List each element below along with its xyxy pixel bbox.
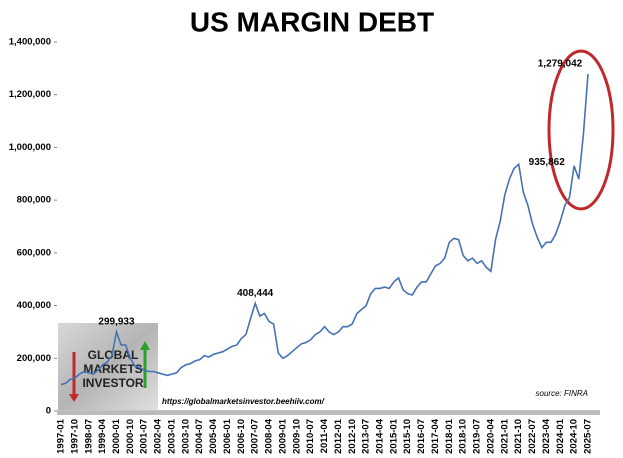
x-tick-label: 2005-04 [208, 418, 219, 454]
x-tick-label: 1998-07 [83, 419, 94, 454]
data-line [60, 73, 589, 386]
x-tick-label: 2006-01 [222, 418, 233, 454]
y-tick-label: 1,400,000 [9, 37, 51, 48]
x-tick-label: 2012-10 [347, 419, 358, 454]
x-tick-label: 2025-07 [583, 419, 594, 454]
x-tick-label: 2019-07 [472, 419, 483, 454]
x-tick-label: 1997-01 [56, 418, 67, 454]
x-tick-label: 2024-10 [569, 419, 580, 454]
x-tick-label: 2011-04 [319, 418, 330, 453]
x-tick-label: 1999-04 [97, 418, 108, 454]
x-tick-label: 2021-10 [513, 419, 524, 454]
logo-text: MARKETS [83, 362, 142, 376]
x-tick-label: 2013-07 [361, 419, 372, 454]
y-tick-label: 0 [46, 406, 51, 417]
x-tick-label: 2018-10 [458, 419, 469, 454]
x-tick-label: 2012-01 [333, 418, 344, 454]
chart-title: US MARGIN DEBT [190, 6, 434, 37]
data-label: 1,279,042 [538, 59, 583, 70]
x-tick-label: 2008-04 [264, 418, 275, 454]
data-label: 408,444 [237, 288, 274, 299]
x-tick-label: 2004-07 [194, 419, 205, 454]
y-tick-label: 200,000 [17, 353, 51, 364]
logo-arrow-head [69, 394, 79, 402]
x-tick-label: 2002-04 [153, 418, 164, 454]
source: source: FINRA [536, 389, 588, 398]
y-tick-label: 1,200,000 [9, 89, 51, 100]
y-tick-label: 800,000 [17, 195, 51, 206]
x-tick-label: 2000-10 [125, 419, 136, 454]
x-tick-label: 2014-04 [374, 418, 385, 454]
x-tick-label: 2000-01 [111, 418, 122, 454]
x-axis-band [57, 411, 600, 415]
y-tick-label: 400,000 [17, 300, 51, 311]
x-tick-label: 2022-07 [527, 419, 538, 454]
x-tick-label: 2016-07 [416, 419, 427, 454]
x-tick-label: 2007-07 [250, 419, 261, 454]
data-label: 299,933 [98, 317, 135, 328]
x-tick-label: 2010-07 [305, 419, 316, 454]
x-tick-label: 2021-01 [499, 418, 510, 454]
x-tick-label: 2018-01 [444, 418, 455, 454]
x-tick-label: 2003-01 [166, 418, 177, 454]
url: https://globalmarketsinvestor.beehiiv.co… [162, 397, 325, 406]
logo-text: INVESTOR [82, 376, 143, 390]
x-tick-label: 2024-01 [555, 418, 566, 454]
x-tick-label: 2003-10 [180, 419, 191, 454]
data-label: 935,862 [529, 157, 566, 168]
x-tick-label: 2001-07 [139, 419, 150, 454]
x-tick-label: 2017-04 [430, 418, 441, 454]
x-tick-label: 2009-01 [277, 418, 288, 454]
x-tick-label: 2023-04 [541, 418, 552, 454]
x-tick-label: 2006-10 [236, 419, 247, 454]
highlight-ellipse [547, 49, 615, 211]
logo-arrow-head [140, 341, 150, 350]
x-tick-label: 2020-04 [485, 418, 496, 454]
logo-text: GLOBAL [88, 348, 139, 362]
x-tick-label: 1997-10 [69, 419, 80, 454]
y-tick-label: 600,000 [17, 247, 51, 258]
y-tick-label: 1,000,000 [9, 142, 51, 153]
x-tick-label: 2015-01 [388, 418, 399, 454]
x-tick-label: 2015-10 [402, 419, 413, 454]
x-tick-label: 2009-10 [291, 419, 302, 454]
